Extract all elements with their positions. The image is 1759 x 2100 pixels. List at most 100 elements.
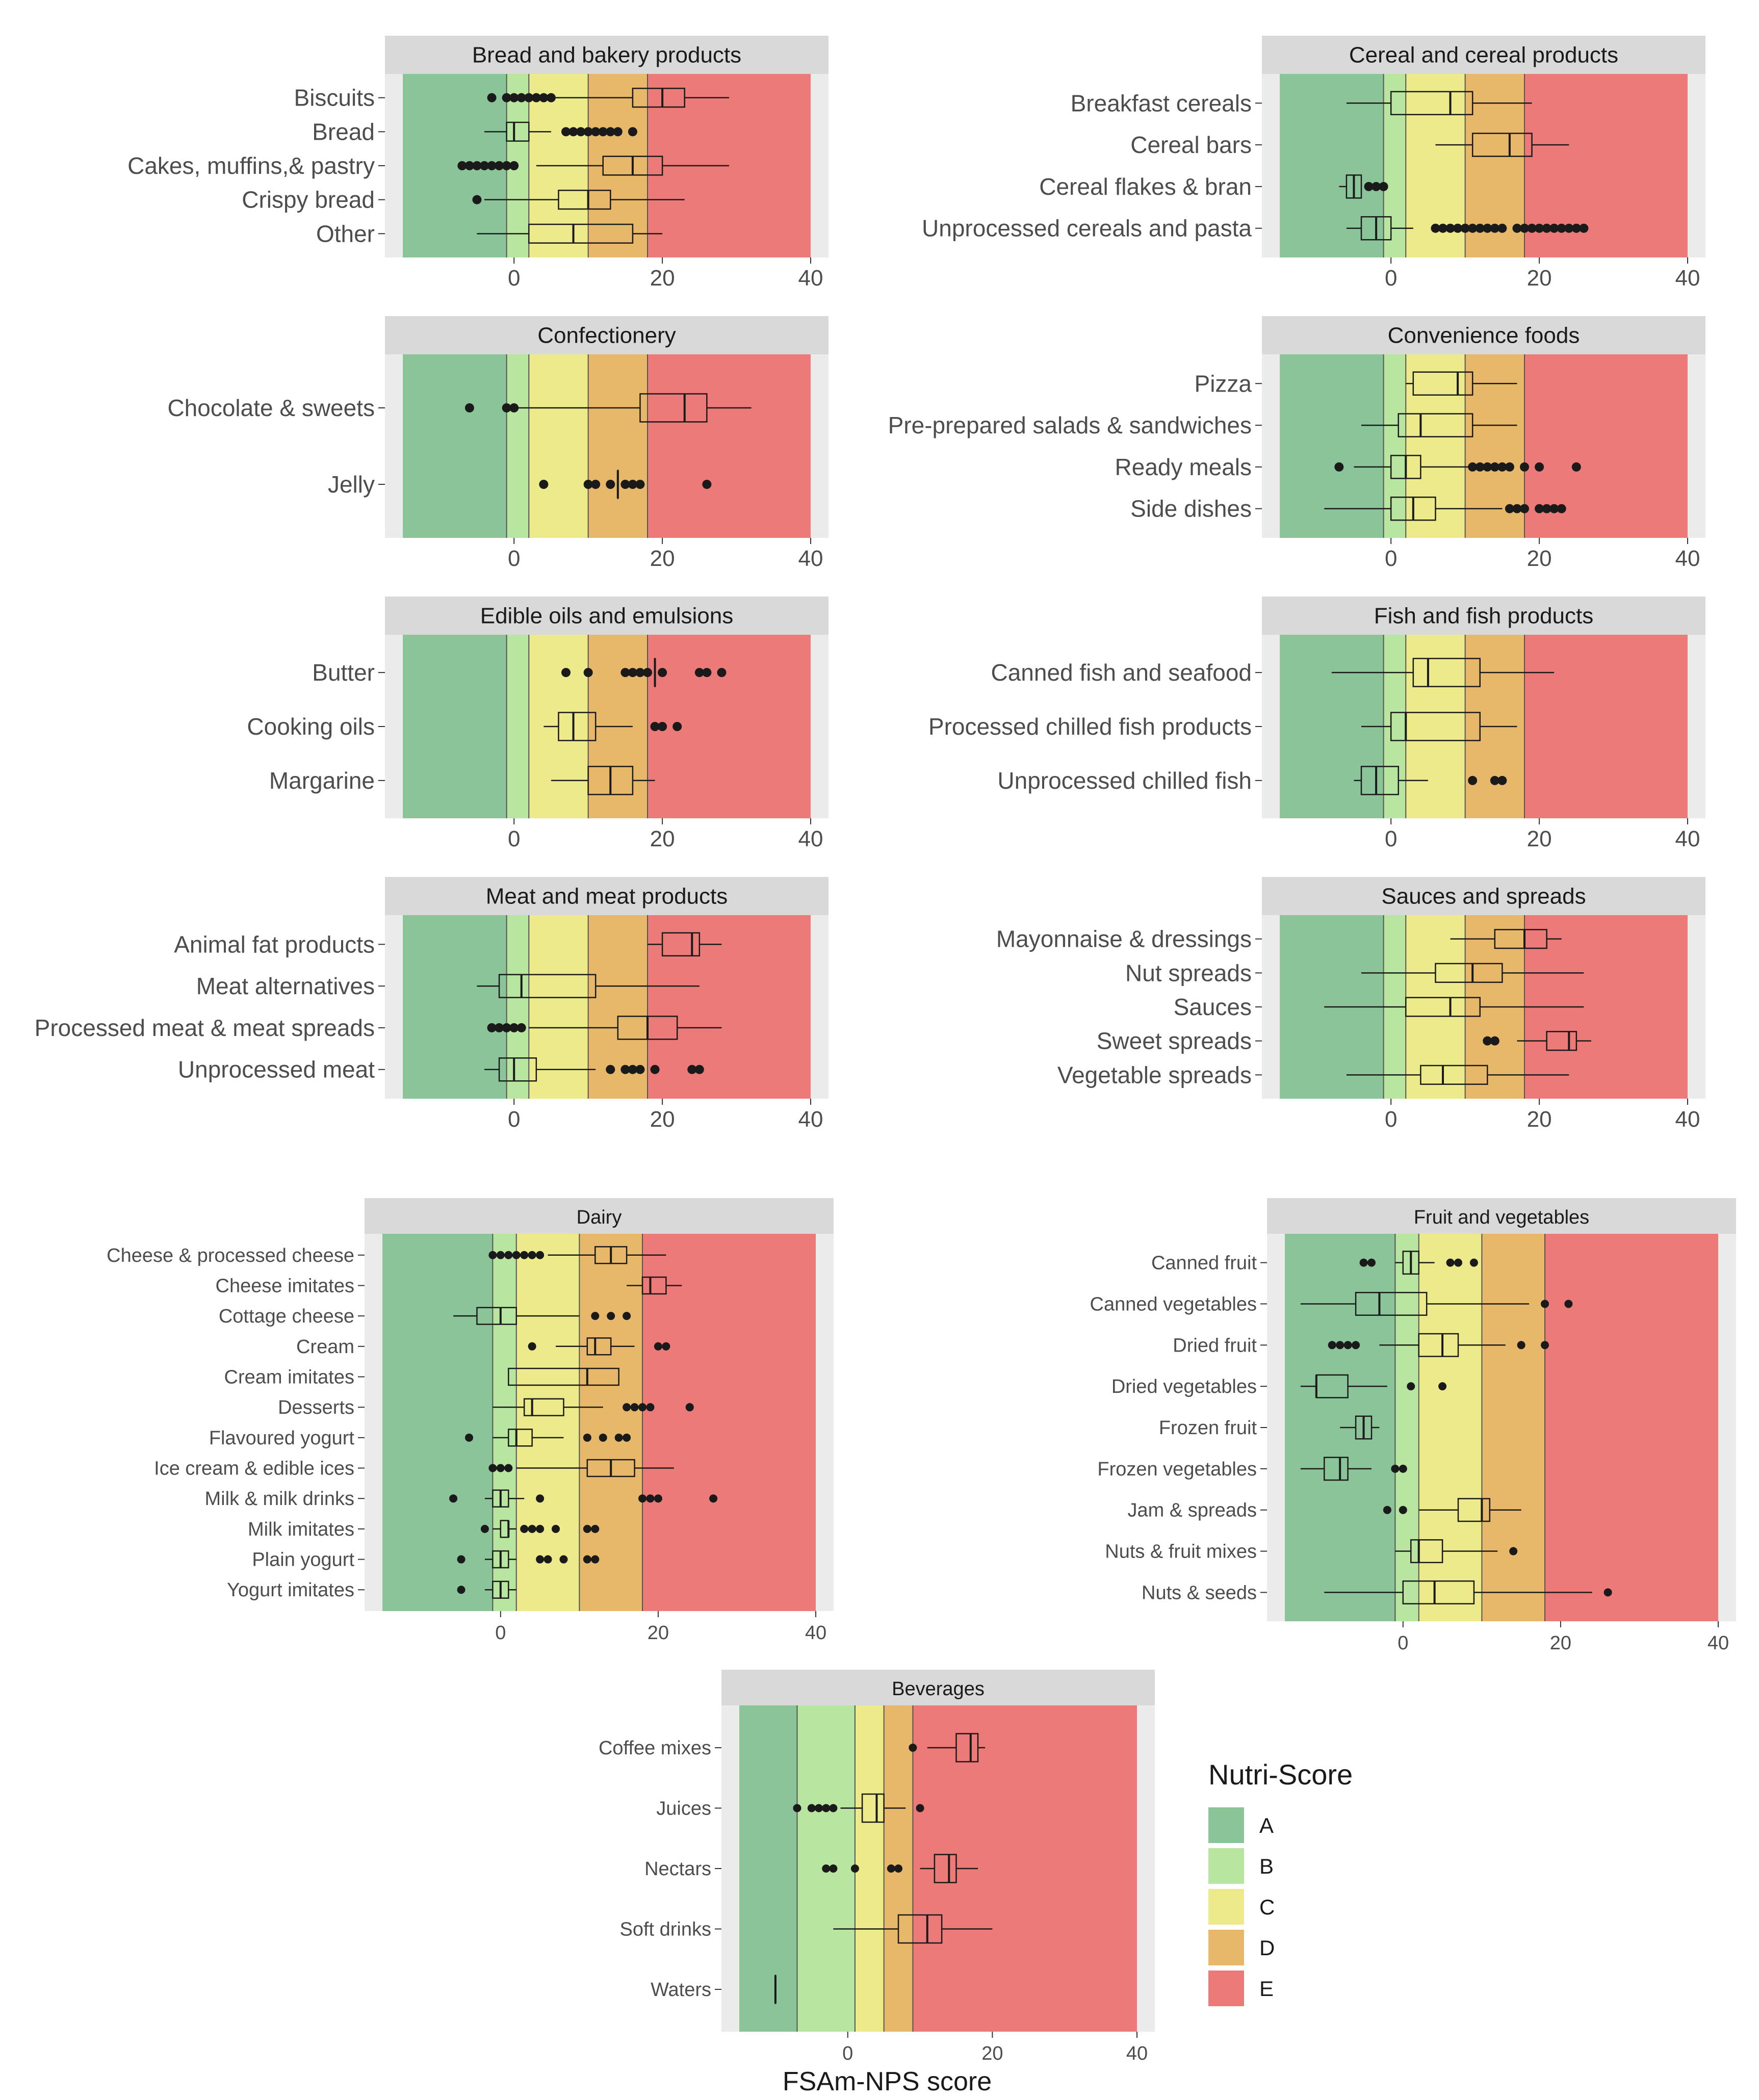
outlier-point	[1505, 504, 1514, 513]
box-biscuits: Biscuits	[294, 85, 729, 111]
box-mayonnaise-and-dressings: Mayonnaise & dressings	[996, 926, 1562, 952]
zone-a	[1280, 354, 1384, 538]
outlier-point	[1535, 504, 1544, 513]
iqr-box	[934, 1854, 957, 1883]
outlier-point	[583, 668, 593, 678]
outlier-point	[591, 1555, 600, 1564]
outlier-point	[1542, 223, 1551, 233]
outlier-point	[685, 1403, 694, 1412]
iqr-box	[1418, 1333, 1459, 1357]
category-label: Processed chilled fish products	[928, 713, 1252, 740]
outlier-point	[650, 722, 660, 731]
outlier-point	[504, 1464, 513, 1472]
outlier-point	[536, 1555, 545, 1564]
x-tick-label: 0	[508, 1107, 520, 1132]
category-label: Cereal bars	[1130, 132, 1252, 158]
box-nuts-and-seeds: Nuts & seeds	[1142, 1580, 1612, 1604]
category-label: Biscuits	[294, 85, 375, 111]
box-flavoured-yogurt: Flavoured yogurt	[209, 1428, 631, 1449]
panel-title: Confectionery	[537, 323, 676, 348]
outlier-point	[1438, 223, 1447, 233]
x-tick-label: 40	[805, 1622, 826, 1644]
iqr-box	[639, 393, 708, 423]
category-label: Ready meals	[1115, 454, 1252, 480]
zone-c	[855, 1705, 884, 2032]
outlier-point	[591, 127, 601, 137]
box-canned-vegetables: Canned vegetables	[1090, 1291, 1573, 1316]
legend-label-d: D	[1259, 1936, 1275, 1960]
box-cream: Cream	[296, 1336, 670, 1358]
panel-confectionery: Confectionery Chocolate & sweets Jelly 0 20 4…	[167, 316, 829, 571]
category-label: Nut spreads	[1125, 960, 1252, 986]
outlier-point	[635, 480, 645, 489]
outlier-point	[559, 1555, 568, 1564]
box-bread: Bread	[312, 118, 637, 145]
x-tick-label: 40	[1675, 1107, 1700, 1132]
outlier-point	[520, 1524, 529, 1533]
category-label: Sauces	[1174, 994, 1252, 1020]
category-label: Canned fish and seafood	[991, 659, 1252, 686]
panel-title: Beverages	[892, 1678, 985, 1700]
outlier-point	[606, 127, 615, 137]
category-label: Unprocessed meat	[178, 1056, 375, 1083]
outlier-point	[1571, 462, 1581, 472]
iqr-box	[558, 190, 611, 210]
category-label: Meat alternatives	[196, 973, 375, 999]
outlier-point	[1352, 1341, 1360, 1350]
box-breakfast-cereals: Breakfast cereals	[1071, 90, 1532, 116]
x-tick-label: 40	[798, 1107, 823, 1132]
outlier-point	[658, 668, 667, 678]
outlier-point	[829, 1804, 838, 1812]
outlier-point	[1541, 1300, 1549, 1308]
outlier-point	[1520, 462, 1529, 472]
panel-strip	[365, 1198, 834, 1234]
outlier-point	[1527, 223, 1537, 233]
category-label: Sweet spreads	[1097, 1028, 1252, 1054]
box-cheese-imitates: Cheese imitates	[216, 1275, 682, 1297]
iqr-box	[1390, 712, 1481, 741]
outlier-point	[531, 93, 541, 102]
category-label: Breakfast cereals	[1071, 90, 1252, 116]
box-canned-fish-and-seafood: Canned fish and seafood	[991, 658, 1555, 687]
outlier-point	[1564, 1300, 1573, 1308]
category-label: Frozen vegetables	[1097, 1459, 1257, 1480]
outlier-point	[509, 161, 519, 170]
outlier-point	[887, 1864, 895, 1873]
category-label: Flavoured yogurt	[209, 1428, 355, 1449]
iqr-box	[508, 1429, 533, 1447]
panel-meat-and-meat-products: Meat and meat products Animal fat product…	[35, 877, 829, 1132]
outlier-point	[1336, 1341, 1344, 1350]
outlier-point	[1520, 223, 1529, 233]
outlier-point	[496, 1251, 505, 1259]
outlier-point	[528, 1524, 536, 1533]
outlier-point	[464, 403, 474, 412]
box-cream-imitates: Cream imitates	[224, 1366, 619, 1388]
outlier-point	[544, 1555, 552, 1564]
box-pre-prepared-salads-and-sandwiches: Pre-prepared salads & sandwiches	[888, 412, 1517, 438]
panel-title: Sauces and spreads	[1381, 884, 1586, 909]
category-label: Jam & spreads	[1128, 1500, 1257, 1521]
outlier-point	[1469, 1258, 1478, 1267]
x-tick-label: 20	[1550, 1632, 1571, 1654]
category-label: Coffee mixes	[599, 1738, 711, 1759]
zone-a	[382, 1234, 493, 1611]
zone-b	[506, 635, 529, 818]
category-label: Juices	[656, 1798, 711, 1819]
category-label: Pizza	[1195, 370, 1252, 397]
category-label: Mayonnaise & dressings	[996, 926, 1252, 952]
outlier-point	[1535, 223, 1544, 233]
panel-title: Fish and fish products	[1374, 604, 1593, 629]
outlier-point	[1407, 1382, 1415, 1391]
outlier-point	[606, 480, 615, 489]
zone-c	[1406, 915, 1465, 1099]
box-unprocessed-cereals-and-pasta: Unprocessed cereals and pasta	[922, 215, 1589, 242]
outlier-point	[829, 1864, 838, 1873]
iqr-box	[1457, 1498, 1491, 1522]
x-tick-label: 20	[650, 1107, 675, 1132]
outlier-point	[1468, 775, 1478, 785]
outlier-point	[1549, 504, 1559, 513]
outlier-point	[502, 93, 511, 102]
box-cooking-oils: Cooking oils	[247, 712, 682, 741]
iqr-box	[586, 1337, 612, 1356]
iqr-box	[1355, 1291, 1428, 1316]
